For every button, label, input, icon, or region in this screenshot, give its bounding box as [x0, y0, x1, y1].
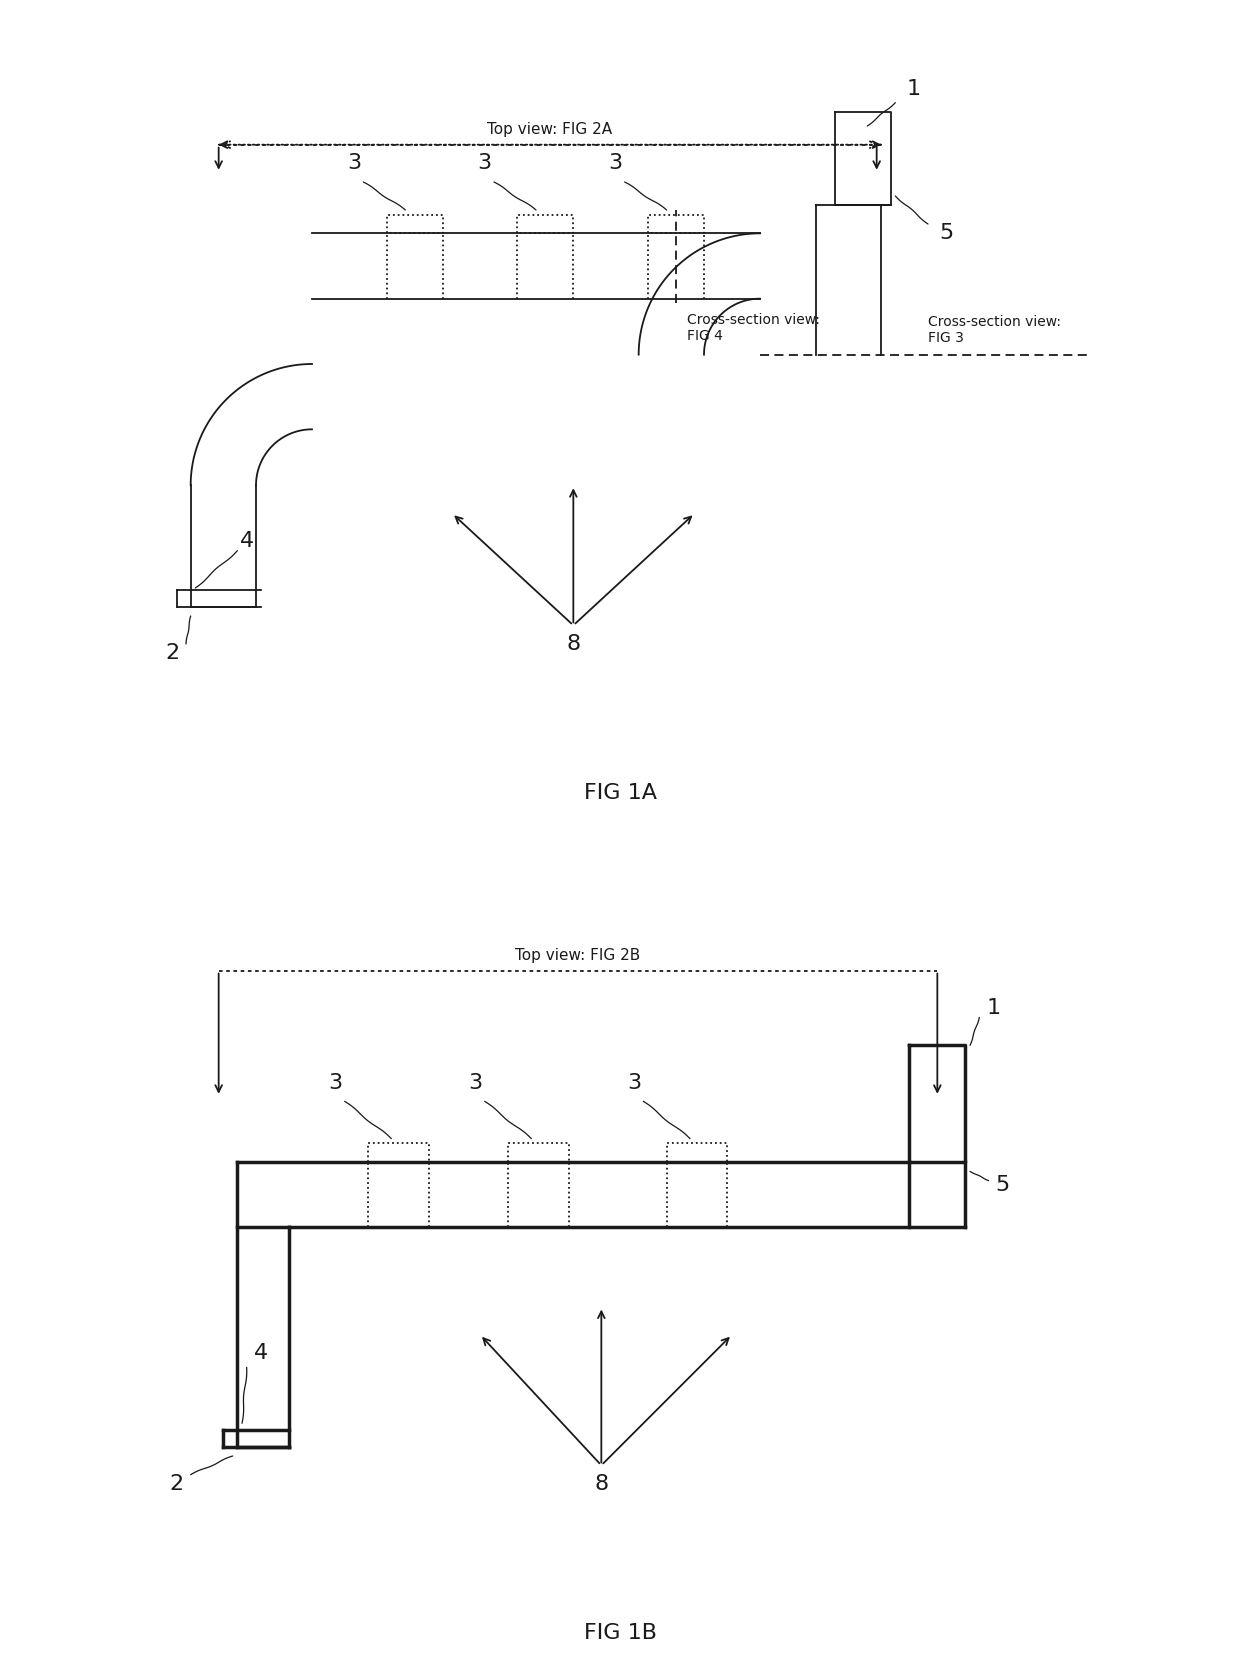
Text: 4: 4 — [254, 1344, 268, 1364]
Text: Cross-section view:
FIG 4: Cross-section view: FIG 4 — [687, 312, 820, 343]
Text: 3: 3 — [347, 153, 361, 173]
Text: 8: 8 — [567, 633, 580, 654]
Text: 5: 5 — [996, 1176, 1009, 1196]
Text: Top view: FIG 2A: Top view: FIG 2A — [487, 123, 613, 138]
Text: 1: 1 — [986, 998, 1001, 1018]
Text: 3: 3 — [469, 1072, 482, 1092]
Text: 3: 3 — [329, 1072, 342, 1092]
Text: 2: 2 — [165, 643, 179, 664]
Text: Cross-section view:
FIG 3: Cross-section view: FIG 3 — [928, 316, 1061, 346]
Text: FIG 1A: FIG 1A — [584, 783, 656, 803]
Text: 3: 3 — [627, 1072, 641, 1092]
Text: 5: 5 — [940, 223, 954, 244]
Text: FIG 1B: FIG 1B — [584, 1623, 656, 1643]
Text: 2: 2 — [170, 1473, 184, 1494]
Text: Top view: FIG 2B: Top view: FIG 2B — [516, 948, 641, 963]
Text: 4: 4 — [239, 531, 254, 551]
Text: 8: 8 — [594, 1473, 609, 1494]
Text: 1: 1 — [906, 79, 921, 99]
Text: 3: 3 — [477, 153, 492, 173]
Text: 3: 3 — [609, 153, 622, 173]
